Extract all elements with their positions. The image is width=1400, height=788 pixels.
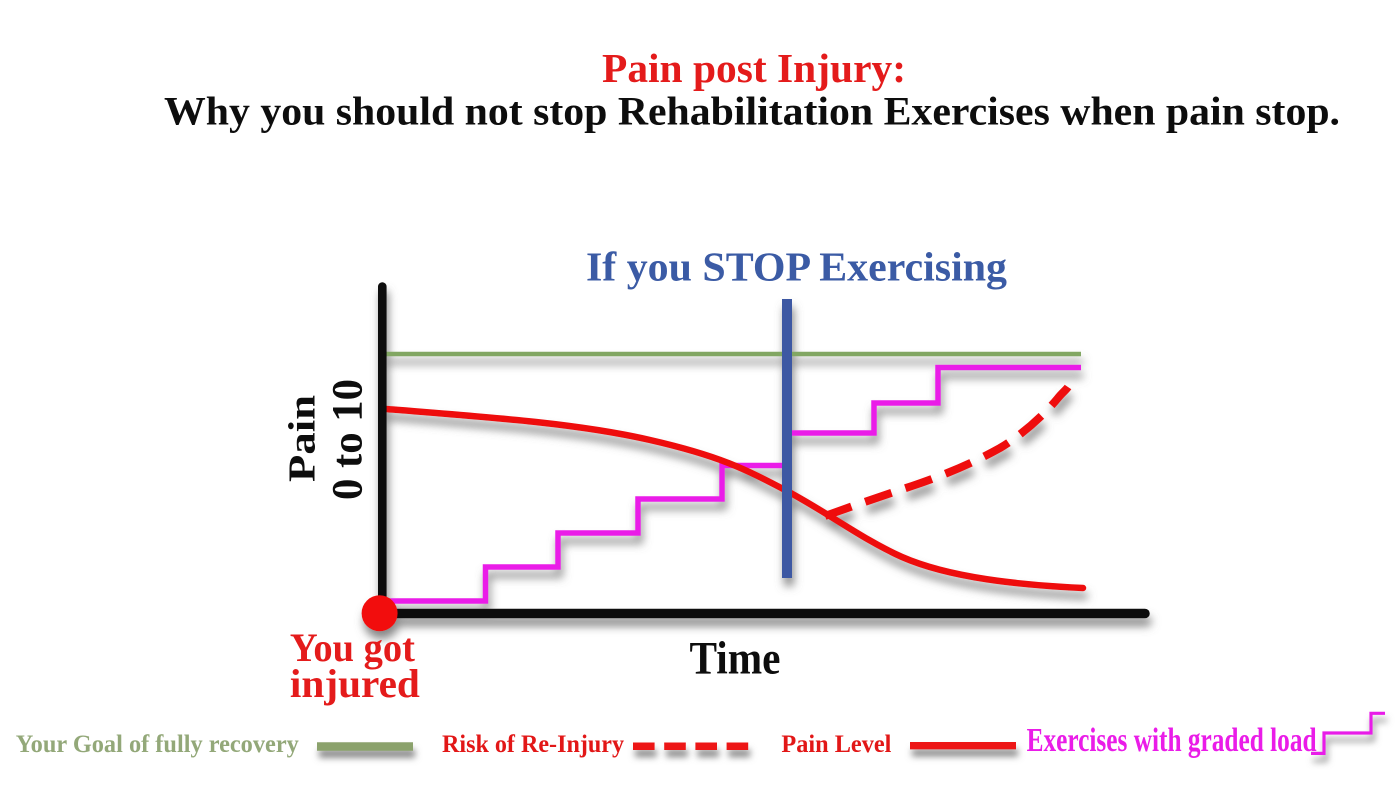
svg-text:Pain: Pain xyxy=(282,395,324,482)
svg-text:Exercises with graded load: Exercises with graded load xyxy=(1027,722,1317,759)
svg-text:Pain post Injury:: Pain post Injury: xyxy=(602,45,906,91)
svg-text:If you STOP Exercising: If you STOP Exercising xyxy=(586,243,1007,289)
svg-text:injured: injured xyxy=(290,661,420,706)
svg-text:Why you should not stop Rehabi: Why you should not stop Rehabilitation E… xyxy=(164,89,1340,134)
svg-text:Pain Level: Pain Level xyxy=(781,731,891,758)
svg-text:Time: Time xyxy=(690,632,781,684)
svg-text:Your Goal of fully recovery: Your Goal of fully recovery xyxy=(16,731,299,758)
svg-text:You got: You got xyxy=(290,625,416,670)
svg-text:0 to 10: 0 to 10 xyxy=(325,379,372,500)
svg-text:Risk of Re-Injury: Risk of Re-Injury xyxy=(442,731,624,758)
